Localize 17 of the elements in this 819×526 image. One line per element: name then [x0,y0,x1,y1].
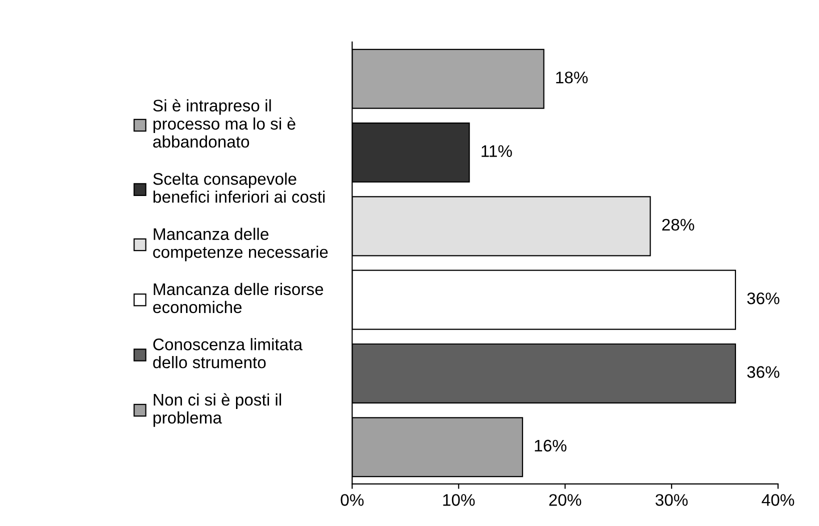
data-label: 28% [662,218,694,231]
x-tick-label: 30% [656,494,688,506]
data-label: 16% [534,440,566,452]
legend-label: Mancanza delle risorse economiche [153,282,324,314]
legend-label: Non ci si è posti il problema [154,393,282,427]
data-label: 36% [747,292,780,304]
x-tick-label: 40% [762,494,794,506]
data-label: 36% [747,366,780,378]
legend-label: Conoscenza limitata dello strumento [153,338,303,368]
legend-label: Si è intrapreso il processo ma lo si è abbandonato [153,99,296,148]
data-label: 11% [482,145,512,157]
x-tick-label: 20% [549,494,582,506]
legend-label: Mancanza delle competenze necessarie [153,228,328,262]
x-tick-label: 10% [443,494,475,506]
legend-label: Scelta consapevole benefici inferiori ai costi [153,172,325,203]
data-label: 18% [556,72,588,84]
x-tick-label: 0% [340,494,364,506]
